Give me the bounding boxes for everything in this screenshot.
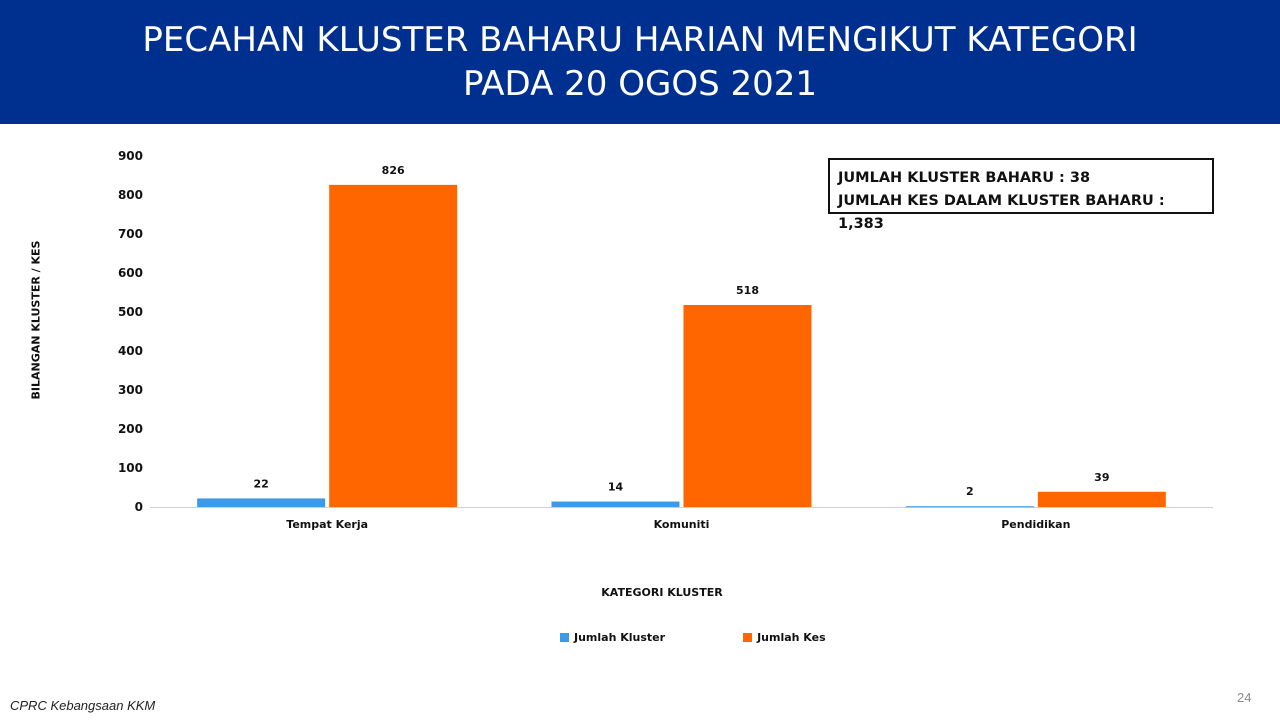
legend-swatch-cases — [743, 633, 753, 642]
y-tick-label: 700 — [118, 227, 143, 241]
title-banner: PECAHAN KLUSTER BAHARU HARIAN MENGIKUT K… — [0, 0, 1280, 124]
data-label: 826 — [382, 164, 405, 177]
source-note: CPRC Kebangsaan KKM — [10, 698, 156, 713]
data-label: 518 — [736, 284, 759, 297]
bar-chart: 0 100 200 300 400 500 600 700 800 900 22 826 Tempat … — [118, 149, 1213, 531]
data-label: 39 — [1094, 471, 1109, 484]
summary-box: JUMLAH KLUSTER BAHARU : 38 JUMLAH KES DA… — [828, 158, 1214, 232]
legend-label-cases: Jumlah Kes — [757, 631, 826, 644]
y-tick-label: 300 — [118, 383, 143, 397]
y-tick-label: 900 — [118, 149, 143, 163]
title-line-1: PECAHAN KLUSTER BAHARU HARIAN MENGIKUT K… — [142, 20, 1138, 60]
data-label: 22 — [254, 477, 269, 490]
y-axis-label: BILANGAN KLUSTER / KES — [29, 240, 43, 400]
legend-item-clusters: Jumlah Kluster — [560, 631, 665, 644]
page-number: 24 — [1237, 690, 1252, 705]
title-line-2: PADA 20 OGOS 2021 — [462, 64, 818, 104]
bar-clusters — [905, 506, 1034, 508]
summary-total-clusters: JUMLAH KLUSTER BAHARU : 38 — [838, 170, 1091, 186]
bar-cases — [1037, 491, 1166, 507]
legend-item-cases: Jumlah Kes — [743, 631, 826, 644]
y-tick-label: 800 — [118, 188, 143, 202]
y-tick-label: 100 — [118, 461, 143, 475]
y-tick-label: 500 — [118, 305, 143, 319]
bar-clusters — [197, 498, 326, 507]
data-label: 2 — [966, 485, 974, 498]
bar-cases — [329, 184, 458, 508]
bar-cases — [683, 304, 812, 507]
legend-label-clusters: Jumlah Kluster — [574, 631, 666, 644]
summary-total-cases: JUMLAH KES DALAM KLUSTER BAHARU : 1,383 — [838, 193, 1165, 232]
y-tick-label: 600 — [118, 266, 143, 280]
legend-swatch-clusters — [560, 633, 569, 642]
x-tick-label: Komuniti — [654, 518, 710, 531]
x-tick-label: Tempat Kerja — [286, 518, 368, 531]
y-tick-label: 200 — [118, 422, 143, 436]
bar-clusters — [551, 501, 680, 507]
y-tick-label: 400 — [118, 344, 143, 358]
x-tick-label: Pendidikan — [1001, 518, 1070, 531]
data-label: 14 — [608, 481, 624, 494]
y-tick-label: 0 — [135, 500, 143, 514]
legend: Jumlah Kluster Jumlah Kes — [560, 631, 826, 644]
x-axis-label: KATEGORI KLUSTER — [601, 586, 723, 599]
